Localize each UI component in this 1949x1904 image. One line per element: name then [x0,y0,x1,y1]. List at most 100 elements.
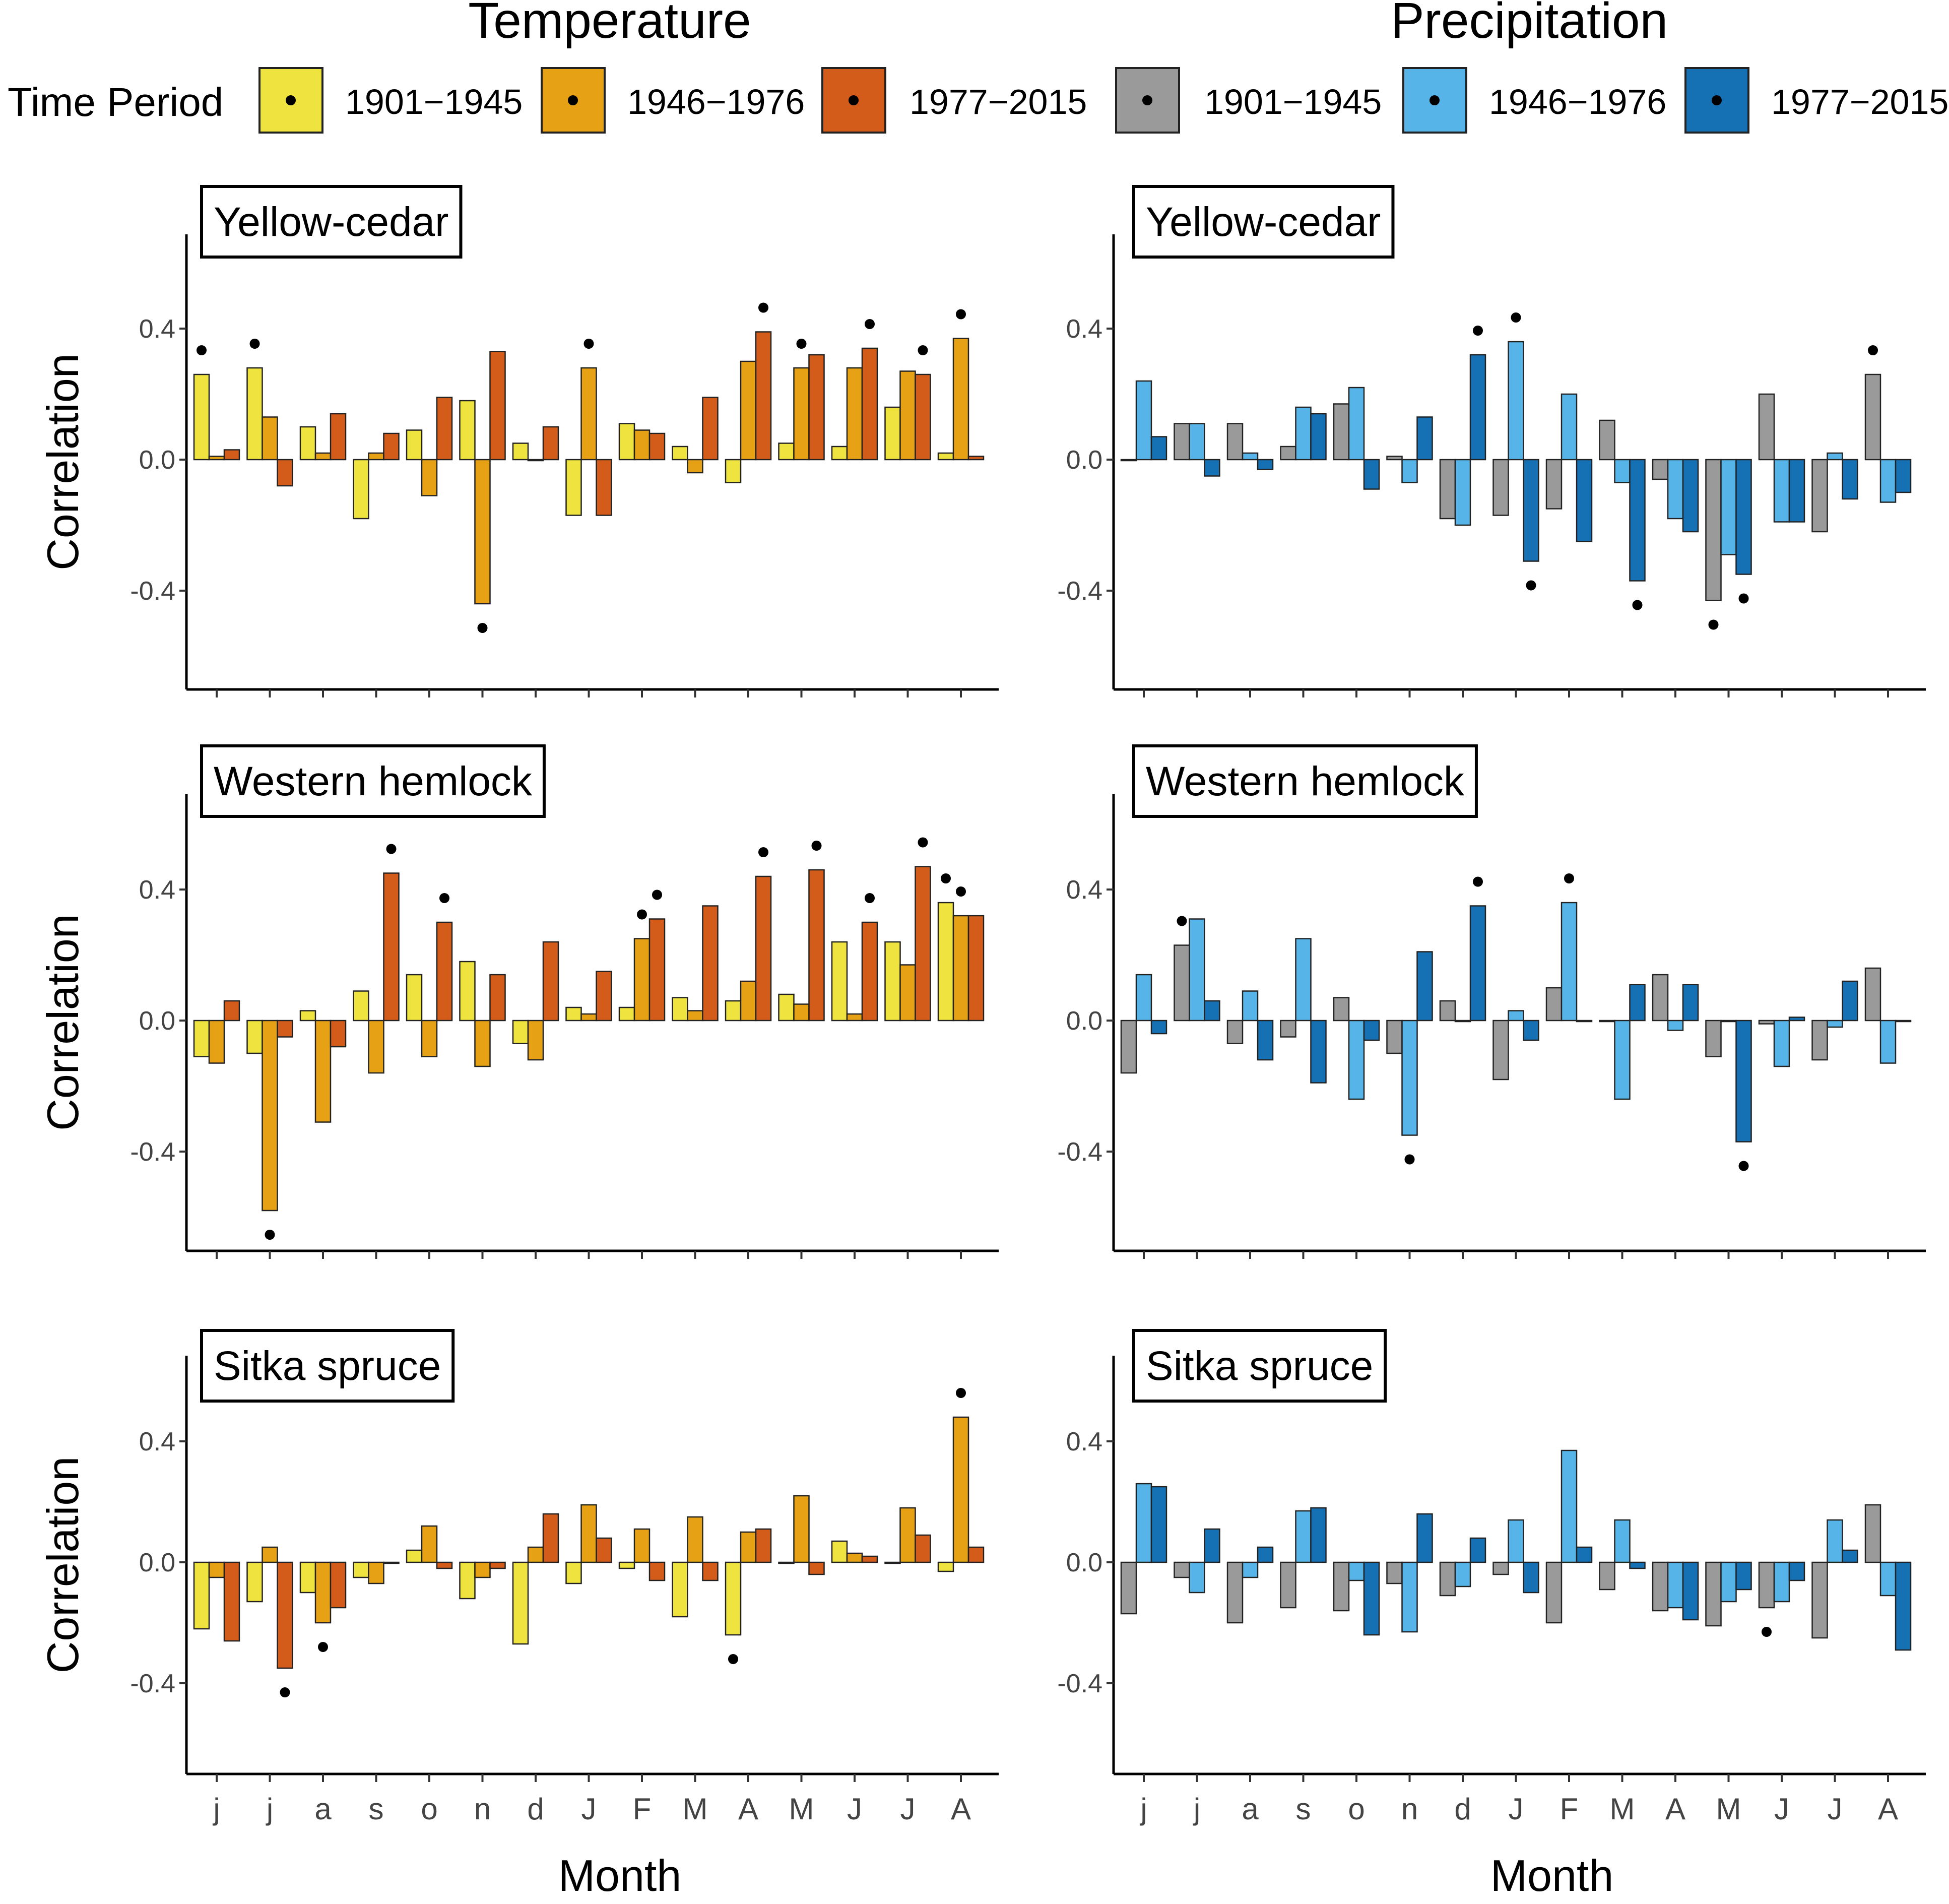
bar-temperature-2-9-1 [687,1516,703,1563]
bar-temperature-2-9-0 [672,1561,688,1618]
bar-precipitation-1-6-2 [1469,905,1486,1022]
bar-precipitation-2-10-2 [1682,1561,1699,1621]
bar-temperature-2-5-2 [489,1561,506,1569]
bar-temperature-1-9-2 [702,905,719,1022]
bar-temperature-1-6-1 [527,1020,544,1061]
bar-temperature-2-11-0 [778,1561,795,1564]
bar-temperature-0-4-2 [436,397,453,461]
bar-precipitation-0-7-1 [1508,341,1524,461]
bar-temperature-0-13-1 [899,370,916,461]
bar-precipitation-1-7-1 [1508,1010,1524,1022]
bar-temperature-2-3-2 [383,1561,400,1564]
bar-precipitation-1-7-2 [1523,1020,1539,1041]
bar-precipitation-0-9-0 [1599,419,1615,461]
bar-temperature-1-11-0 [778,993,795,1022]
y-tick-label: 0.4 [139,875,175,905]
significance-dot [1511,312,1521,323]
bar-temperature-2-8-2 [648,1561,666,1581]
bar-precipitation-2-11-0 [1705,1561,1722,1627]
panel-precipitation-1: -0.4 0.0 0.4 Western hemlock [1057,744,1926,1259]
y-tick-label: 0.4 [139,314,175,344]
bar-temperature-0-11-0 [778,442,795,461]
bar-precipitation-0-12-0 [1758,393,1775,461]
significance-dot [1404,1154,1415,1165]
bar-temperature-0-6-2 [542,426,559,461]
bar-temperature-2-5-1 [474,1561,491,1578]
bar-temperature-2-0-0 [193,1561,210,1630]
bar-precipitation-0-13-2 [1842,459,1858,500]
legend-dot [1142,95,1152,105]
bar-precipitation-1-4-1 [1348,1020,1365,1100]
y-axis-title: Correlation [38,1456,88,1673]
bar-temperature-0-7-2 [596,459,612,516]
bar-temperature-0-12-1 [846,367,863,461]
significance-dot [956,309,966,320]
panel-title-box [200,1329,455,1403]
y-tick-label: 0.0 [139,1548,175,1577]
bar-temperature-1-5-0 [459,961,476,1022]
significance-dot [918,345,928,355]
x-tick-label: n [474,1792,491,1826]
panel-title: Western hemlock [214,758,533,804]
bar-precipitation-2-2-1 [1242,1561,1259,1578]
bar-precipitation-0-12-1 [1773,459,1790,523]
bar-temperature-1-3-0 [353,990,369,1022]
bar-precipitation-1-4-0 [1333,997,1350,1022]
bar-precipitation-1-10-0 [1652,974,1669,1022]
bar-temperature-1-2-1 [314,1020,332,1123]
legend-label: 1946−1976 [627,82,805,121]
legend-item-temp-1901-1945: 1901−1945 [258,67,523,134]
bar-precipitation-0-5-2 [1416,416,1433,461]
panel-title: Yellow-cedar [214,199,448,245]
bar-temperature-2-6-1 [527,1546,544,1563]
bar-precipitation-0-4-1 [1348,387,1365,461]
y-tick-label: 0.4 [1066,314,1102,344]
bar-precipitation-2-7-2 [1523,1561,1539,1594]
bar-precipitation-2-13-2 [1842,1549,1858,1563]
panel-title-box [1132,1329,1387,1403]
bar-temperature-1-5-1 [474,1020,491,1067]
panel-precipitation-0: -0.4 0.0 0.4 Yellow-cedar [1057,185,1926,697]
bar-precipitation-0-0-0 [1120,459,1137,462]
bar-precipitation-2-13-0 [1811,1561,1828,1639]
bar-precipitation-1-13-0 [1811,1020,1828,1061]
bar-precipitation-1-5-0 [1386,1020,1403,1054]
bar-precipitation-2-3-2 [1310,1507,1327,1563]
bar-precipitation-2-3-1 [1295,1510,1312,1563]
bar-precipitation-2-12-0 [1758,1561,1775,1609]
significance-dot [280,1687,290,1697]
bar-temperature-2-9-2 [702,1561,719,1581]
bar-temperature-1-0-0 [193,1020,210,1057]
bar-precipitation-2-6-0 [1439,1561,1456,1597]
bar-precipitation-0-6-2 [1469,354,1486,461]
bar-temperature-0-10-1 [740,360,757,461]
bar-temperature-2-10-1 [740,1531,757,1563]
bar-precipitation-0-3-2 [1310,413,1327,461]
bar-temperature-2-14-1 [952,1416,969,1563]
bar-precipitation-0-10-1 [1667,459,1684,520]
bar-precipitation-1-6-0 [1439,1000,1456,1022]
bar-temperature-0-12-0 [831,446,848,461]
bar-temperature-2-6-0 [512,1561,529,1645]
bar-precipitation-2-6-1 [1454,1561,1471,1588]
bar-temperature-1-6-2 [542,941,559,1022]
bar-temperature-0-13-2 [915,373,931,461]
bar-precipitation-0-14-2 [1895,459,1912,493]
bar-precipitation-0-6-0 [1439,459,1456,520]
bar-precipitation-1-14-2 [1895,1020,1912,1023]
bar-temperature-0-8-2 [648,432,666,461]
bar-temperature-1-9-0 [672,997,688,1022]
bar-temperature-1-0-1 [208,1020,225,1064]
bar-temperature-0-6-0 [512,442,529,461]
significance-dot [918,837,928,848]
bar-temperature-2-12-1 [846,1552,863,1563]
bar-temperature-1-7-0 [565,1006,582,1022]
bar-precipitation-1-7-0 [1492,1020,1509,1081]
bar-temperature-0-4-1 [421,459,438,496]
bar-precipitation-2-5-2 [1416,1513,1433,1563]
panel-temperature-1: -0.4 0.0 0.4 Correlation Western hemlock [38,744,999,1259]
significance-dot [652,890,662,900]
legend-title: Time Period [8,80,223,124]
bar-temperature-0-12-2 [861,347,878,461]
bar-temperature-2-3-0 [353,1561,369,1578]
